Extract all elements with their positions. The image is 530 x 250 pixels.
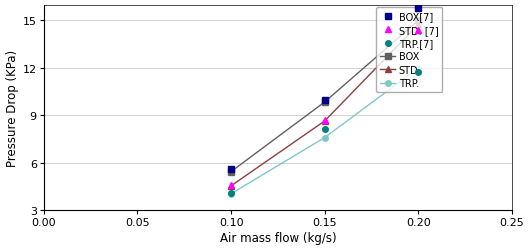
STD. — [228, 184, 234, 188]
TRP.[7] — [322, 128, 328, 131]
Line: TRP.[7]: TRP.[7] — [228, 70, 421, 196]
Y-axis label: Pressure Drop (KPa): Pressure Drop (KPa) — [5, 50, 19, 166]
BOX[7] — [322, 99, 328, 102]
BOX[7] — [415, 7, 421, 10]
STD. [7] — [322, 119, 328, 122]
Line: TRP.: TRP. — [228, 66, 421, 197]
TRP. — [228, 192, 234, 196]
BOX — [228, 170, 234, 173]
TRP.[7] — [228, 192, 234, 195]
X-axis label: Air mass flow (kg/s): Air mass flow (kg/s) — [219, 232, 336, 244]
Line: BOX: BOX — [228, 18, 421, 175]
TRP.[7] — [415, 71, 421, 74]
STD. — [415, 24, 421, 27]
BOX[7] — [228, 168, 234, 171]
TRP. — [322, 136, 328, 140]
STD. [7] — [415, 29, 421, 32]
Legend: BOX[7], STD. [7], TRP.[7], BOX, STD., TRP.: BOX[7], STD. [7], TRP.[7], BOX, STD., TR… — [376, 8, 443, 93]
STD. [7] — [228, 184, 234, 187]
TRP. — [415, 67, 421, 70]
Line: STD.: STD. — [228, 22, 421, 189]
BOX — [322, 101, 328, 104]
Line: STD. [7]: STD. [7] — [227, 27, 422, 189]
BOX — [415, 20, 421, 23]
Line: BOX[7]: BOX[7] — [228, 6, 421, 172]
STD. — [322, 120, 328, 123]
